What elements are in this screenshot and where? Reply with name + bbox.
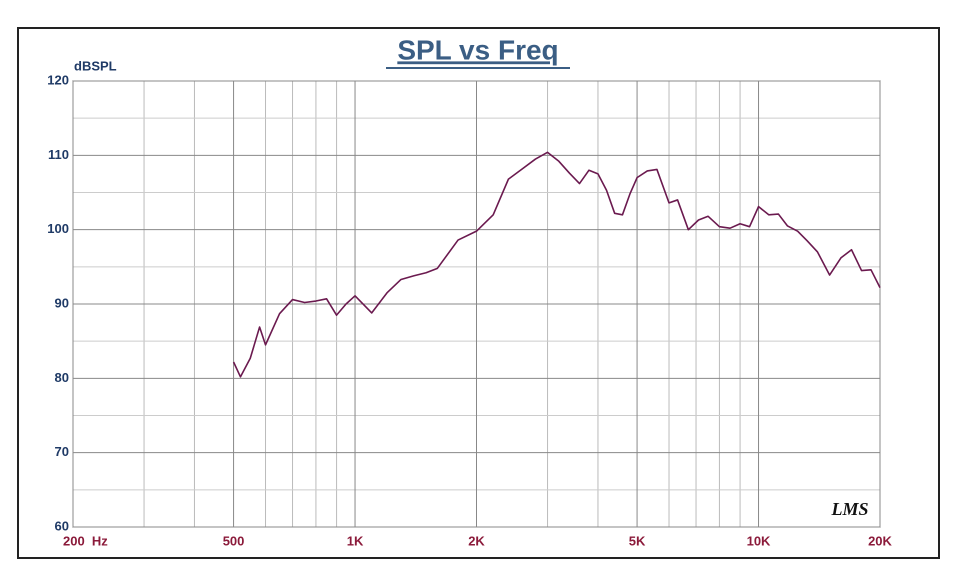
x-tick-label: 200 Hz	[63, 533, 108, 548]
chart-title: SPL vs Freq	[397, 34, 558, 65]
y-tick-label: 80	[55, 370, 69, 385]
x-tick-label: 20K	[868, 533, 892, 548]
x-tick-label: 5K	[629, 533, 646, 548]
y-tick-label: 120	[47, 72, 69, 87]
y-tick-label: 110	[48, 147, 69, 162]
line-series	[232, 151, 881, 378]
y-tick-label: 70	[55, 444, 69, 459]
x-tick-label: 10K	[747, 533, 771, 548]
y-tick-label: 60	[55, 518, 69, 533]
y-axis-label: dBSPL	[74, 58, 117, 73]
y-tick-label: 90	[55, 295, 69, 310]
x-tick-label: 500	[223, 533, 245, 548]
y-tick-label: 100	[47, 221, 69, 236]
x-tick-label: 2K	[468, 533, 485, 548]
logo: LMS	[830, 499, 868, 519]
x-tick-label: 1K	[347, 533, 364, 548]
